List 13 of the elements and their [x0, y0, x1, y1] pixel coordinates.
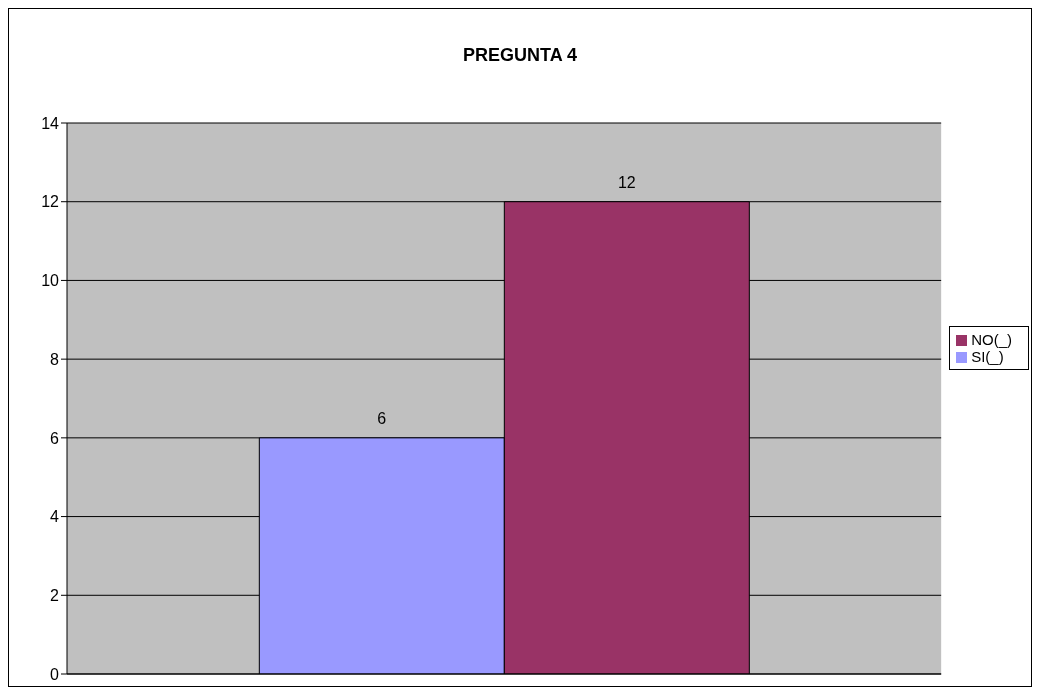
legend-label: SI(_): [971, 347, 1004, 365]
data-label: 6: [377, 409, 387, 427]
y-tick-label: 12: [41, 193, 60, 211]
y-tick-label: 8: [50, 350, 60, 368]
y-tick-label: 6: [50, 429, 60, 447]
chart-title: PREGUNTA 4: [462, 45, 578, 66]
y-tick-label: 4: [50, 508, 60, 526]
legend-label: NO(_): [971, 330, 1012, 348]
y-tick-label: 14: [41, 114, 60, 132]
y-tick-label: 2: [50, 586, 60, 604]
y-tick-label: 0: [50, 665, 60, 683]
data-label: 12: [617, 173, 636, 191]
y-tick-label: 10: [41, 272, 60, 290]
